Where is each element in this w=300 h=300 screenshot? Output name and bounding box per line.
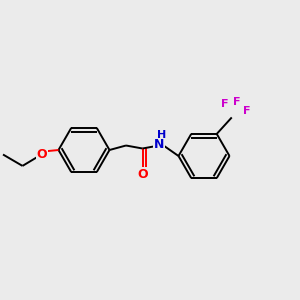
Text: N: N — [154, 138, 164, 152]
Text: O: O — [137, 167, 148, 181]
Text: F: F — [232, 97, 240, 107]
Text: F: F — [243, 106, 250, 116]
Text: H: H — [158, 130, 166, 140]
Text: O: O — [37, 148, 47, 161]
Text: F: F — [220, 99, 228, 109]
